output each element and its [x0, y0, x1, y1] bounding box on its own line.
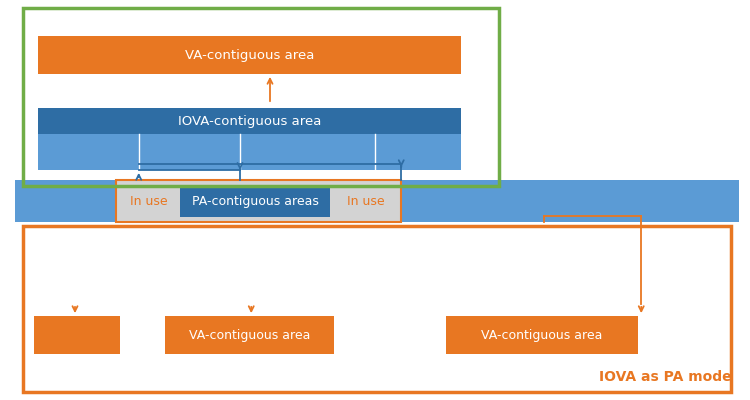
Text: VA-contiguous area: VA-contiguous area — [482, 328, 602, 342]
Bar — [38, 108, 461, 134]
Text: In use: In use — [130, 195, 167, 208]
Text: VA-contiguous area: VA-contiguous area — [189, 328, 310, 342]
Bar — [446, 316, 638, 354]
Bar — [180, 186, 330, 217]
Text: IOVA as VA mode: IOVA as VA mode — [365, 0, 499, 2]
Bar — [22, 8, 499, 186]
Bar — [22, 226, 731, 392]
Bar — [38, 36, 461, 74]
Bar — [34, 316, 120, 354]
Bar — [15, 180, 739, 222]
Bar — [38, 134, 461, 170]
Bar — [165, 316, 334, 354]
Text: PA-contiguous areas: PA-contiguous areas — [191, 195, 319, 208]
Bar — [116, 180, 401, 222]
Text: IOVA-contiguous area: IOVA-contiguous area — [178, 114, 321, 128]
Text: In use: In use — [347, 195, 385, 208]
Text: VA-contiguous area: VA-contiguous area — [184, 48, 314, 62]
Text: IOVA as PA mode: IOVA as PA mode — [598, 370, 731, 384]
